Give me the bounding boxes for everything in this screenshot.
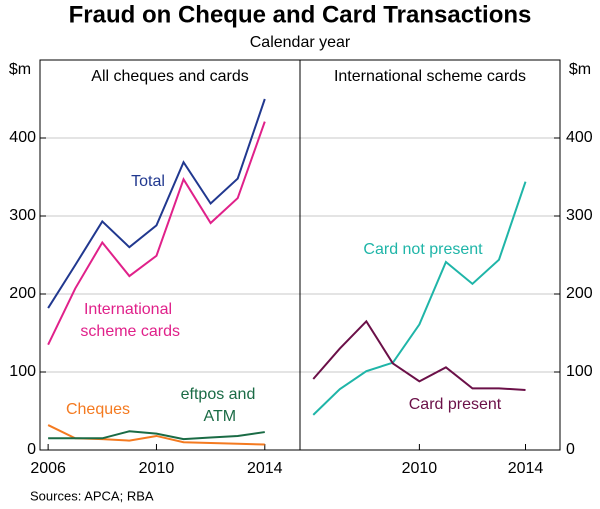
y-tick-label: 300 [566, 207, 593, 224]
y-tick-label: 0 [27, 441, 36, 458]
x-tick-label: 2014 [247, 460, 283, 477]
chart-title: Fraud on Cheque and Card Transactions [69, 1, 532, 28]
series-label: Card not present [363, 241, 483, 258]
y-tick-label: 100 [566, 363, 593, 380]
label-line: ATM [200, 408, 236, 425]
x-tick-label: 2014 [508, 460, 544, 477]
series-label: Total [131, 173, 165, 190]
chart-subtitle: Calendar year [250, 34, 351, 51]
series-line [47, 98, 266, 309]
source: Sources: APCA; RBA [30, 488, 154, 503]
series-line [48, 430, 265, 441]
y-axis-label: $m [9, 61, 31, 78]
y-tick-label: 200 [566, 285, 593, 302]
x-tick-label: 2006 [30, 460, 66, 477]
y-tick-label: 300 [9, 207, 36, 224]
series-line [312, 181, 527, 416]
y-tick-label: 200 [9, 285, 36, 302]
y-axis-label: $m [569, 61, 591, 78]
series-line [312, 319, 526, 391]
series-label: Card present [409, 396, 502, 413]
x-tick-label: 2010 [402, 460, 438, 477]
panel-title: All cheques and cards [91, 68, 248, 85]
series-line [47, 121, 266, 346]
series-label: International scheme cards [76, 301, 180, 340]
label-line: eftpos and [181, 386, 256, 403]
label-line: International [84, 301, 172, 318]
series-label: Cheques [66, 401, 130, 418]
y-tick-label: 100 [9, 363, 36, 380]
label-line: scheme cards [76, 323, 180, 340]
x-tick-label: 2010 [139, 460, 175, 477]
series-label: eftpos and ATM [181, 386, 256, 425]
y-tick-label: 400 [9, 129, 36, 146]
y-tick-label: 0 [566, 441, 575, 458]
y-tick-label: 400 [566, 129, 593, 146]
panel-title: International scheme cards [334, 68, 526, 85]
series-line [47, 424, 265, 446]
